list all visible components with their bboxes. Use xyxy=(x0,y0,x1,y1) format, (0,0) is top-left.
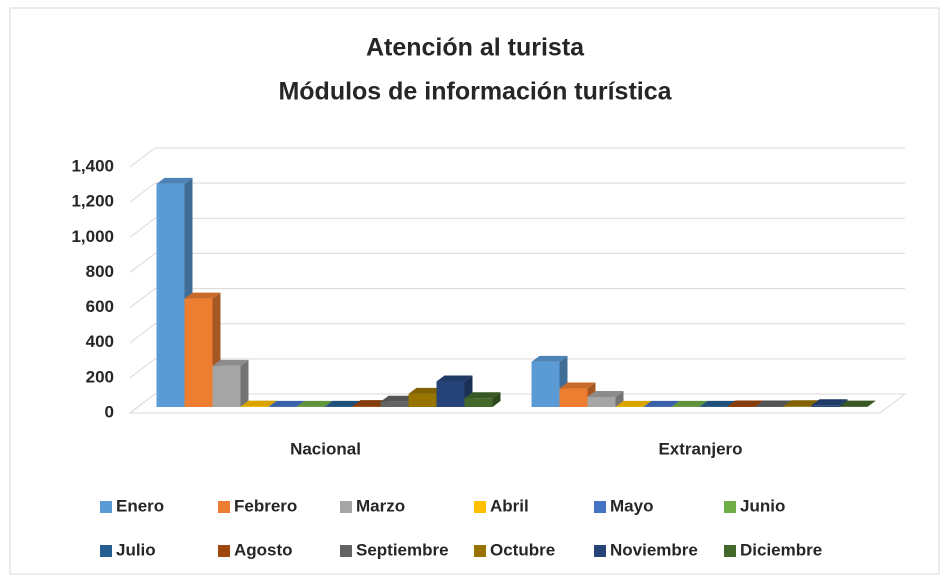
y-tick-label: 0 xyxy=(105,402,114,421)
chart-title: Atención al turista xyxy=(366,34,585,62)
legend-label: Diciembre xyxy=(740,540,822,559)
bar-top xyxy=(240,400,277,407)
bar-side xyxy=(492,392,501,407)
grid-line xyxy=(129,358,905,379)
bar xyxy=(408,393,437,407)
legend-swatch xyxy=(100,545,112,557)
legend-label: Abril xyxy=(490,496,529,515)
bar-top xyxy=(699,400,736,407)
legend-label: Mayo xyxy=(610,496,653,515)
bar xyxy=(184,298,213,407)
grid-line xyxy=(129,252,905,273)
bar xyxy=(436,381,465,407)
legend-swatch xyxy=(340,501,352,513)
bar-top xyxy=(436,375,473,382)
bar xyxy=(783,406,812,407)
bar-top xyxy=(408,387,445,394)
bar-top xyxy=(324,400,361,407)
bar-top xyxy=(587,390,624,397)
y-tick-label: 800 xyxy=(86,262,114,281)
bar-top xyxy=(727,400,764,407)
bar-top xyxy=(643,400,680,407)
legend-label: Junio xyxy=(740,496,785,515)
bar xyxy=(212,365,241,407)
bar xyxy=(587,396,616,407)
y-tick-label: 400 xyxy=(86,332,114,351)
y-tick-label: 600 xyxy=(86,297,114,316)
bar-top xyxy=(212,359,249,366)
bar-side xyxy=(839,399,848,407)
legend-swatch xyxy=(594,501,606,513)
bar-top xyxy=(755,400,792,407)
bar-top xyxy=(156,177,193,184)
legend-label: Enero xyxy=(116,496,164,515)
legend-label: Julio xyxy=(116,540,156,559)
bar xyxy=(464,398,493,407)
bar-side xyxy=(240,359,249,407)
legend-swatch xyxy=(724,545,736,557)
bar-top xyxy=(811,399,848,406)
bar-top xyxy=(839,400,876,407)
y-tick-label: 200 xyxy=(86,367,114,386)
chart-subtitle: Módulos de información turística xyxy=(278,78,672,106)
bar-top xyxy=(352,400,389,407)
grid-line xyxy=(129,217,905,238)
bar-top xyxy=(783,400,820,407)
bar xyxy=(156,183,185,407)
bar-side xyxy=(867,400,876,407)
bar xyxy=(755,406,784,407)
bar xyxy=(559,388,588,407)
x-tick-label: Nacional xyxy=(290,439,361,458)
bar-top xyxy=(559,382,596,389)
bar xyxy=(811,405,840,407)
legend-swatch xyxy=(594,545,606,557)
legend-swatch xyxy=(218,501,230,513)
bar-top xyxy=(184,292,221,299)
legend-swatch xyxy=(100,501,112,513)
y-tick-label: 1,200 xyxy=(71,192,114,211)
y-tick-label: 1,000 xyxy=(71,227,114,246)
bar xyxy=(727,406,756,407)
x-tick-label: Extranjero xyxy=(658,439,742,458)
y-tick-label: 1,400 xyxy=(71,156,114,175)
bar-top xyxy=(296,400,333,407)
bar-top xyxy=(268,400,305,407)
legend-swatch xyxy=(474,545,486,557)
bar-top xyxy=(671,400,708,407)
legend-swatch xyxy=(340,545,352,557)
legend-label: Agosto xyxy=(234,540,293,559)
bar-side xyxy=(615,390,624,407)
legend-label: Octubre xyxy=(490,540,555,559)
grid-line xyxy=(129,323,905,344)
legend-label: Febrero xyxy=(234,496,297,515)
legend-swatch xyxy=(474,501,486,513)
bar-top xyxy=(531,355,568,362)
legend-swatch xyxy=(724,501,736,513)
grid-line xyxy=(129,182,905,203)
legend-label: Septiembre xyxy=(356,540,449,559)
grid-line xyxy=(129,393,905,414)
legend-label: Marzo xyxy=(356,496,405,515)
bar-top xyxy=(464,392,501,399)
bar xyxy=(380,401,409,407)
legend-label: Noviembre xyxy=(610,540,698,559)
legend-swatch xyxy=(218,545,230,557)
bar-top xyxy=(380,395,417,402)
grid-line xyxy=(129,147,905,168)
bar-top xyxy=(615,400,652,407)
grid-line xyxy=(129,288,905,308)
bar xyxy=(531,361,560,407)
bar xyxy=(352,406,381,407)
